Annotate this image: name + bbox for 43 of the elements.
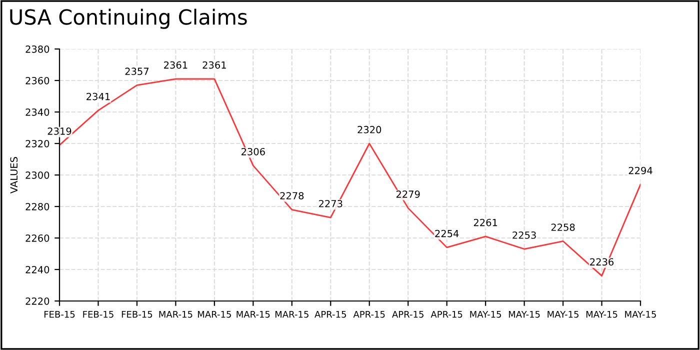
y-axis-title: VALUES	[10, 157, 18, 194]
data-label: 2253	[512, 231, 536, 239]
y-tick-label: 2220	[26, 297, 50, 305]
x-tick-label: MAY-15	[470, 311, 502, 318]
x-tick-label: FEB-15	[44, 311, 75, 318]
data-label: 2319	[48, 128, 72, 135]
x-tick-label: MAR-15	[198, 311, 231, 318]
data-label: 2273	[318, 200, 342, 208]
x-tick-label: FEB-15	[83, 311, 114, 318]
y-tick-label: 2320	[26, 140, 50, 148]
data-label: 2357	[125, 68, 149, 76]
data-label: 2258	[551, 224, 575, 231]
data-label: 2254	[435, 230, 459, 238]
x-tick-label: MAR-15	[159, 311, 192, 318]
data-label: 2306	[242, 148, 265, 156]
data-label: 2278	[280, 192, 304, 200]
x-tick-label: APR-15	[392, 311, 424, 318]
data-label: 2261	[474, 218, 498, 226]
chart-title: USA Continuing Claims	[10, 8, 247, 29]
x-tick-label: FEB-15	[122, 311, 152, 318]
data-label: 2341	[86, 92, 110, 100]
x-tick-label: MAY-15	[508, 311, 540, 318]
data-label: 2361	[202, 61, 226, 69]
data-label: 2361	[164, 61, 188, 69]
x-tick-label: APR-15	[353, 311, 385, 318]
data-label: 2236	[590, 258, 614, 266]
y-tick-label: 2340	[26, 108, 50, 116]
x-tick-label: MAY-15	[625, 311, 656, 318]
y-tick-label: 2280	[26, 202, 50, 210]
y-tick-label: 2260	[26, 234, 50, 242]
y-tick-label: 2300	[26, 171, 50, 179]
x-tick-label: MAR-15	[236, 311, 270, 318]
data-label: 2294	[628, 166, 652, 174]
x-tick-label: APR-15	[430, 311, 462, 318]
data-label: 2279	[396, 190, 420, 198]
x-tick-label: MAR-15	[275, 311, 308, 318]
y-tick-label: 2240	[26, 266, 50, 274]
x-tick-label: MAY-15	[586, 311, 618, 318]
y-tick-label: 2360	[26, 76, 50, 84]
y-tick-label: 2380	[26, 45, 50, 53]
data-label: 2320	[358, 126, 382, 134]
x-tick-label: APR-15	[314, 311, 346, 318]
x-tick-label: MAY-15	[548, 311, 578, 318]
